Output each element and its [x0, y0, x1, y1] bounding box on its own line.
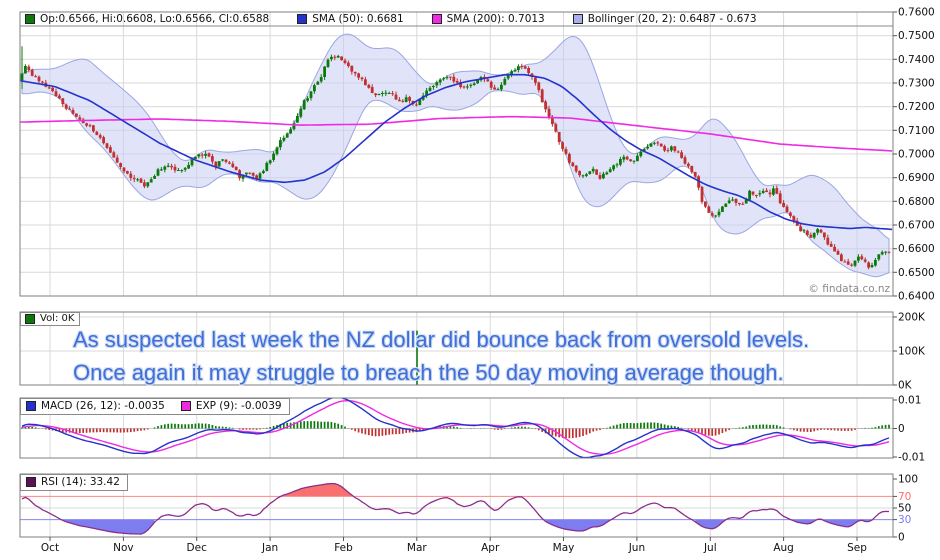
- svg-text:Oct: Oct: [41, 542, 59, 554]
- price-panel: [20, 33, 893, 278]
- site-watermark: © findata.co.nz: [808, 283, 890, 295]
- exp-label: EXP (9): -0.0039: [195, 400, 282, 412]
- svg-text:Aug: Aug: [773, 542, 794, 554]
- svg-text:200K: 200K: [898, 312, 926, 324]
- annotation-line-2: Once again it may struggle to breach the…: [73, 360, 784, 385]
- svg-text:Jan: Jan: [261, 542, 278, 554]
- ohlc-label: Op:0.6566, Hi:0.6608, Lo:0.6566, Cl:0.65…: [40, 13, 270, 25]
- sma50-label: SMA (50): 0.6681: [312, 13, 404, 25]
- legend-macd: MACD (26, 12): -0.0035: [26, 400, 165, 412]
- rsi-swatch-icon: [26, 477, 36, 487]
- sma200-label: SMA (200): 0.7013: [446, 13, 545, 25]
- sma50-swatch-icon: [297, 14, 308, 24]
- svg-text:0.6400: 0.6400: [898, 291, 935, 303]
- svg-text:0.6900: 0.6900: [898, 172, 935, 184]
- rsi-legend: RSI (14): 33.42: [20, 474, 128, 491]
- volume-legend: Vol: 0K: [20, 312, 81, 326]
- annotation-line-1: As suspected last week the NZ dollar did…: [73, 327, 810, 352]
- svg-text:Dec: Dec: [187, 542, 208, 554]
- bollinger-label: Bollinger (20, 2): 0.6487 - 0.673: [587, 13, 757, 25]
- svg-text:100K: 100K: [898, 346, 926, 358]
- svg-text:0.6700: 0.6700: [898, 220, 935, 232]
- svg-text:0.6600: 0.6600: [898, 243, 935, 255]
- svg-text:0.7300: 0.7300: [898, 78, 935, 90]
- svg-text:0.01: 0.01: [898, 395, 921, 407]
- svg-text:-0.01: -0.01: [898, 452, 925, 464]
- macd-swatch-icon: [26, 401, 36, 411]
- svg-text:Mar: Mar: [407, 542, 427, 554]
- svg-text:Apr: Apr: [481, 542, 500, 554]
- svg-text:0.6500: 0.6500: [898, 267, 935, 279]
- macd-panel: [21, 398, 890, 458]
- svg-text:0: 0: [898, 532, 905, 544]
- svg-text:0.7400: 0.7400: [898, 54, 935, 66]
- exp-swatch-icon: [180, 401, 191, 411]
- svg-text:70: 70: [898, 491, 911, 503]
- svg-text:0K: 0K: [898, 380, 913, 392]
- svg-text:50: 50: [898, 503, 911, 515]
- svg-text:0.7500: 0.7500: [898, 30, 935, 42]
- svg-text:100: 100: [898, 474, 918, 486]
- svg-text:0: 0: [898, 423, 905, 435]
- svg-text:Sep: Sep: [847, 542, 867, 554]
- rsi-panel: [20, 482, 893, 535]
- legend-bollinger: Bollinger (20, 2): 0.6487 - 0.673: [572, 13, 757, 25]
- svg-text:Nov: Nov: [113, 542, 134, 554]
- svg-text:0.7000: 0.7000: [898, 149, 935, 161]
- sma200-swatch-icon: [431, 14, 442, 24]
- svg-text:0.7200: 0.7200: [898, 101, 935, 113]
- svg-text:0.7600: 0.7600: [898, 7, 935, 19]
- volume-swatch-icon: [25, 313, 35, 324]
- legend-exp: EXP (9): -0.0039: [180, 400, 282, 412]
- macd-legend: MACD (26, 12): -0.0035 EXP (9): -0.0039: [20, 398, 290, 415]
- rsi-label: RSI (14): 33.42: [41, 476, 120, 488]
- svg-text:30: 30: [898, 514, 911, 526]
- commentary-annotation: As suspected last week the NZ dollar did…: [73, 323, 809, 389]
- svg-text:0.6800: 0.6800: [898, 196, 935, 208]
- legend-sma50: SMA (50): 0.6681: [297, 13, 404, 25]
- bollinger-swatch-icon: [572, 14, 583, 24]
- svg-text:Feb: Feb: [334, 542, 353, 554]
- legend-sma200: SMA (200): 0.7013: [431, 13, 545, 25]
- legend-volume: Vol: 0K: [25, 313, 74, 324]
- legend-rsi: RSI (14): 33.42: [26, 476, 120, 488]
- main-chart-legend: Op:0.6566, Hi:0.6608, Lo:0.6566, Cl:0.65…: [25, 13, 757, 25]
- volume-label: Vol: 0K: [40, 313, 75, 324]
- macd-label: MACD (26, 12): -0.0035: [41, 400, 165, 412]
- svg-text:Jul: Jul: [703, 542, 717, 554]
- legend-ohlc: Op:0.6566, Hi:0.6608, Lo:0.6566, Cl:0.65…: [25, 13, 269, 25]
- svg-text:Jun: Jun: [628, 542, 645, 554]
- svg-text:0.7100: 0.7100: [898, 125, 935, 137]
- svg-text:May: May: [553, 542, 575, 554]
- ohlc-swatch-icon: [25, 14, 35, 24]
